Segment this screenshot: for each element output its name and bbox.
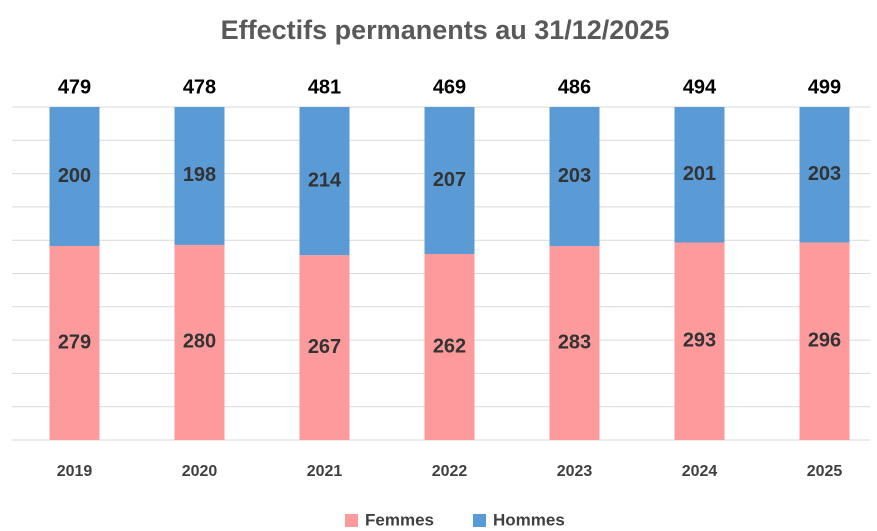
legend-label: Femmes	[365, 510, 434, 529]
bar-segment	[49, 107, 100, 247]
x-tick-label: 2020	[182, 463, 218, 480]
chart-title: Effectifs permanents au 31/12/2025	[221, 15, 670, 45]
bar-segment	[174, 107, 225, 245]
x-tick-label: 2021	[307, 463, 343, 480]
total-label: 479	[58, 76, 91, 98]
legend-swatch	[345, 514, 358, 527]
data-label: 267	[308, 336, 341, 358]
bar-segment	[674, 107, 725, 243]
bar-segment	[299, 107, 350, 256]
bar-segment	[424, 253, 475, 440]
bar-segment	[799, 107, 850, 243]
bar-segment	[549, 107, 600, 247]
x-tick-label: 2019	[57, 463, 93, 480]
data-label: 201	[683, 163, 716, 185]
total-label: 499	[808, 76, 841, 98]
bar-segment	[299, 255, 350, 440]
x-tick-label: 2023	[557, 463, 593, 480]
data-label: 207	[433, 169, 466, 191]
total-label: 469	[433, 76, 466, 98]
data-label: 280	[183, 331, 216, 353]
total-label: 478	[183, 76, 216, 98]
total-label: 494	[683, 76, 717, 98]
bar-segment	[49, 246, 100, 440]
total-label: 481	[308, 76, 341, 98]
data-label: 293	[683, 330, 716, 352]
data-label: 203	[558, 165, 591, 187]
x-tick-label: 2022	[432, 463, 468, 480]
bar-segment	[674, 242, 725, 440]
legend-label: Hommes	[493, 510, 565, 529]
total-label: 486	[558, 76, 591, 98]
data-label: 279	[58, 331, 91, 353]
bar-segment	[174, 244, 225, 440]
bar-segment	[424, 107, 475, 254]
data-label: 198	[183, 164, 216, 186]
legend-swatch	[473, 514, 486, 527]
data-label: 262	[433, 335, 466, 357]
x-tick-label: 2025	[807, 463, 843, 480]
data-label: 200	[58, 165, 91, 187]
x-tick-label: 2024	[682, 463, 718, 480]
data-label: 283	[558, 331, 591, 353]
data-label: 203	[808, 163, 841, 185]
bar-segment	[549, 246, 600, 440]
bar-segment	[799, 242, 850, 440]
data-label: 214	[308, 169, 342, 191]
data-label: 296	[808, 330, 841, 352]
